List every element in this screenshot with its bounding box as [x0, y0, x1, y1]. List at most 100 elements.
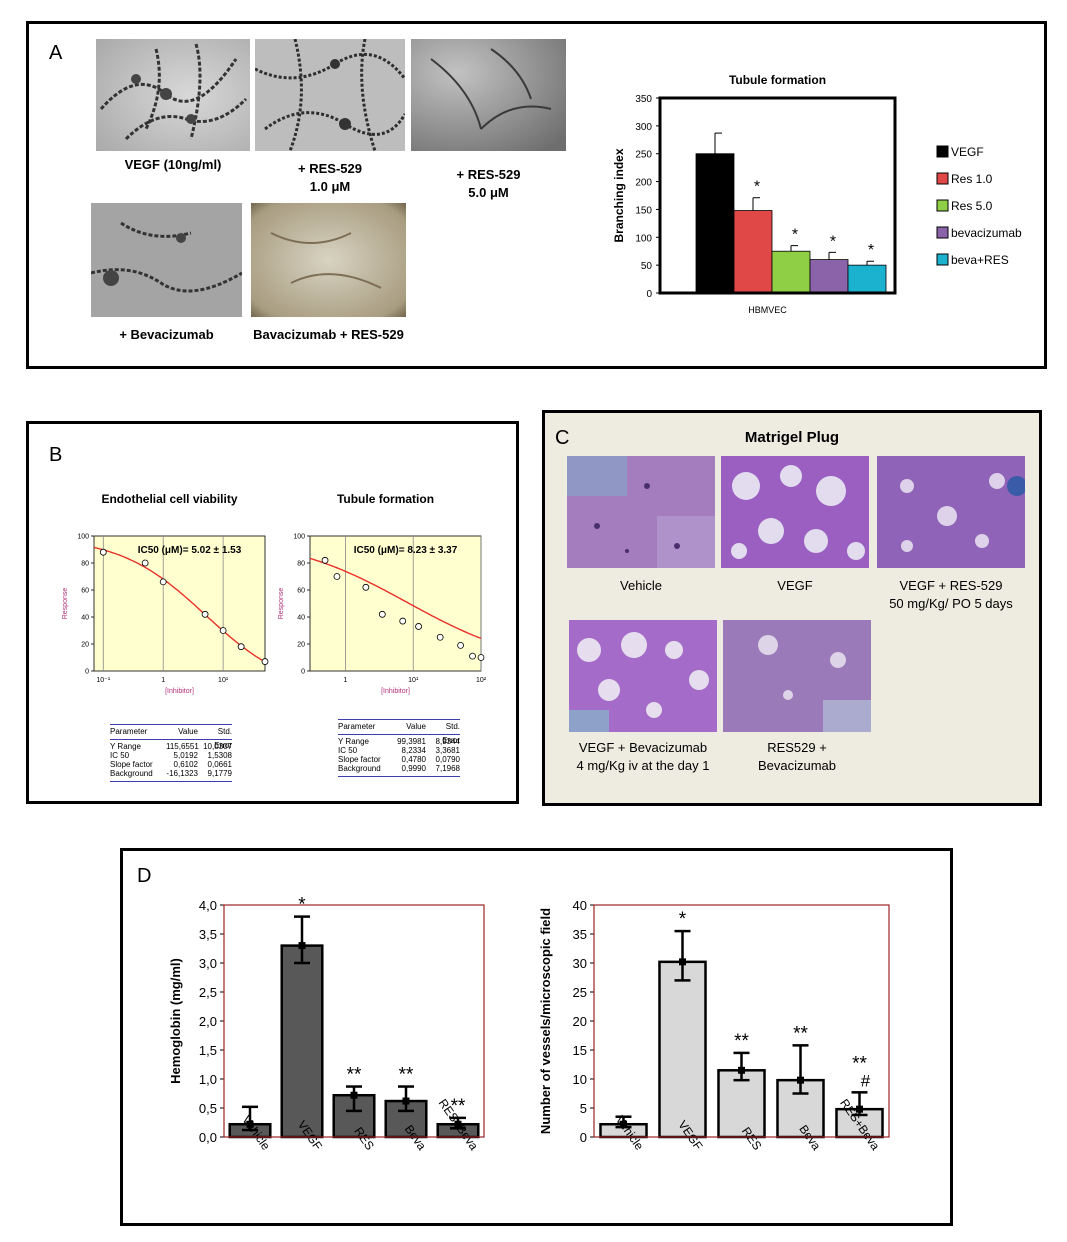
data-point: [321, 556, 329, 564]
y-axis-label: Response: [62, 588, 69, 620]
chart-title: Endothelial cell viability: [101, 492, 237, 506]
significance-marker: *: [754, 179, 760, 196]
chart-title: Tubule formation: [337, 492, 434, 506]
significance-marker: *: [792, 227, 798, 244]
bar-beva-res: [847, 264, 887, 294]
panel-b-letter: B: [49, 444, 63, 466]
param-table-1-header: Parameter Value Std. Error: [110, 724, 232, 750]
legend-label: beva+RES: [951, 253, 1009, 267]
caption-res-beva-line1: RES529 +: [767, 740, 827, 755]
caption-vegf-beva-line1: VEGF + Bevacizumab: [578, 740, 708, 755]
param-table-2: Parameter Value Std. Error Y Range 99,398…: [338, 719, 460, 777]
y-tick-label: 1,0: [199, 1072, 217, 1087]
significance-marker: *: [830, 233, 836, 250]
mean-marker: [402, 1097, 410, 1105]
y-tick-label: 35: [573, 927, 587, 942]
x-tick-label: 10¹: [408, 677, 419, 684]
mean-marker: [679, 958, 686, 966]
caption-beva: + Bevacizumab: [119, 327, 214, 342]
data-point: [362, 583, 370, 591]
caption-res1-line2: 1.0 μM: [309, 179, 351, 194]
y-tick-label: 0: [580, 1130, 587, 1145]
x-axis-label: [Inhibitor]: [381, 688, 410, 695]
y-axis-label: Branching index: [612, 148, 626, 242]
caption-vegf: VEGF (10ng/ml): [124, 157, 222, 172]
y-tick-label: 300: [635, 122, 652, 133]
legend-swatch: [936, 145, 949, 158]
significance-marker: **: [852, 1053, 867, 1074]
plot-area: [93, 535, 266, 672]
y-tick-label: 50: [641, 261, 653, 272]
data-point: [201, 610, 209, 618]
mean-marker: [738, 1066, 745, 1074]
fit-curve: [309, 557, 482, 640]
legend-label: bevacizumab: [951, 226, 1022, 240]
plot-frame: [223, 904, 485, 1138]
y-tick-label: 0,5: [199, 1101, 217, 1116]
mean-marker: [246, 1120, 254, 1128]
y-tick-label: 20: [297, 642, 305, 649]
fit-curve: [93, 546, 266, 663]
x-axis-label: HBMVEC: [748, 305, 787, 315]
y-tick-label: 0,0: [199, 1130, 217, 1145]
y-tick-label: 80: [81, 561, 89, 568]
legend-swatch: [936, 226, 949, 239]
bar-bevacizumab: [809, 259, 849, 294]
significance-marker: #: [861, 1071, 871, 1090]
panel-d-letter: D: [137, 865, 152, 887]
y-tick-label: 250: [635, 150, 652, 161]
mean-marker: [350, 1091, 358, 1099]
y-tick-label: 30: [573, 956, 587, 971]
chart-hemoglobin: 0,0 0,5 1,0 1,5 2,0 2,5 3,0 3,5 4,0 Hemoglobin (m…: [168, 895, 485, 1153]
legend-swatch: [936, 172, 949, 185]
data-point: [399, 617, 407, 625]
significance-marker: *: [679, 909, 687, 930]
y-tick-label: 100: [293, 534, 305, 541]
caption-vegf-beva-line2: 4 mg/Kg iv at the day 1: [576, 758, 710, 773]
data-point: [415, 623, 422, 630]
data-point: [159, 578, 167, 586]
y-tick-label: 40: [573, 898, 587, 913]
caption-bevares: Bavacizumab + RES-529: [253, 327, 404, 342]
y-tick-label: 2,0: [199, 1014, 217, 1029]
caption-vegf-c: VEGF: [777, 578, 813, 593]
significance-marker: **: [451, 1096, 466, 1117]
panel-c-title: Matrigel Plug: [744, 429, 840, 446]
data-point: [469, 652, 476, 660]
mean-marker: [856, 1105, 863, 1113]
y-axis-label: Number of vessels/microscopic field: [538, 908, 553, 1134]
bar-vegf: [658, 960, 707, 1139]
micrograph-vehicle: [567, 456, 715, 568]
caption-vehicle: Vehicle: [620, 578, 662, 593]
x-axis-label: [Inhibitor]: [165, 688, 194, 695]
legend-swatch: [936, 199, 949, 212]
micrograph-res-beva: [723, 620, 871, 732]
chart-title: Tubule formation: [729, 73, 826, 87]
y-tick-label: 200: [635, 178, 652, 189]
y-tick-label: 0: [646, 289, 652, 300]
y-tick-label: 15: [573, 1043, 587, 1058]
bar-vegf: [695, 153, 735, 294]
chart-endothelial-viability: Endothelial cell viability 10⁻¹ 1 10¹ 0 20 40 6…: [62, 492, 269, 695]
caption-vegf-res-line2: 50 mg/Kg/ PO 5 days: [889, 596, 1013, 611]
data-point: [333, 573, 341, 580]
table-row: Background 0,9990 7,1968: [338, 764, 460, 773]
x-tick-label: 1: [343, 677, 347, 684]
micrograph-res1: [255, 39, 405, 151]
table-row: IC 50 8,2334 3,3681: [338, 746, 460, 755]
micrograph-vegf-res: [877, 456, 1025, 568]
micrograph-vegf: [96, 39, 250, 151]
data-point: [436, 633, 444, 641]
legend-label: Res 1.0: [951, 172, 993, 186]
panel-a-letter: A: [49, 42, 63, 64]
table-row: Slope factor 0,6102 0,0661: [110, 760, 232, 769]
significance-marker: **: [793, 1023, 808, 1044]
caption-res5-line1: + RES-529: [456, 167, 521, 182]
y-tick-label: 3,0: [199, 956, 217, 971]
y-tick-label: 4,0: [199, 898, 217, 913]
y-tick-label: 60: [297, 588, 305, 595]
data-point: [237, 643, 245, 651]
chart-tubule-formation-a: Tubule formation 0 50 100 150 200 250 300 350 Bra…: [612, 73, 1022, 315]
x-tick-label: 1: [161, 677, 165, 684]
y-tick-label: 0: [301, 669, 305, 676]
